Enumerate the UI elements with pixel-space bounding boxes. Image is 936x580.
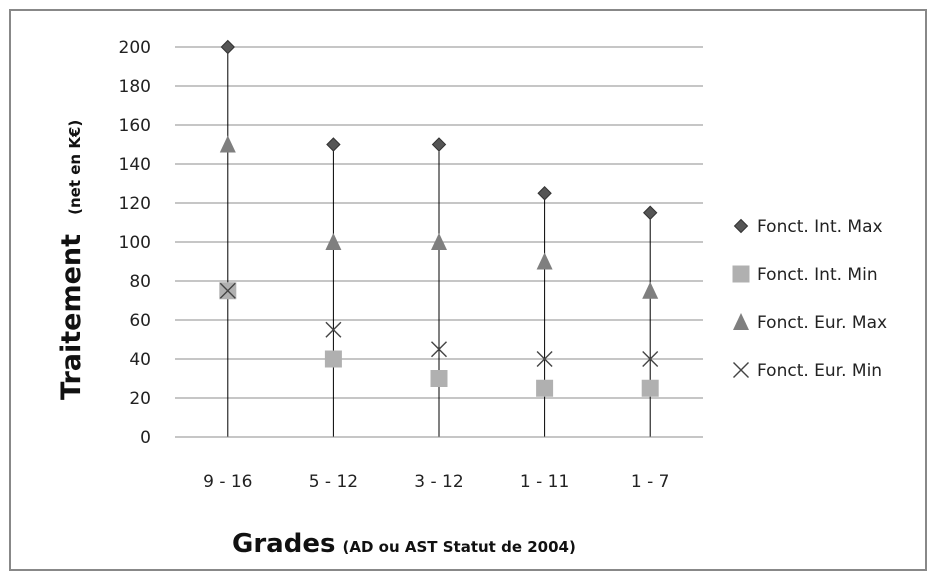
y-axis-label: Traitement (net en K€) xyxy=(56,120,87,400)
x-axis-label-main: Grades xyxy=(232,529,335,559)
data-points xyxy=(219,39,659,397)
y-tick-label: 160 xyxy=(119,116,151,136)
data-point-triangle xyxy=(536,252,553,270)
data-point-x xyxy=(431,341,447,358)
data-point-square xyxy=(536,379,554,397)
y-tick-label: 120 xyxy=(119,194,151,214)
data-point-diamond xyxy=(537,186,552,201)
grid xyxy=(175,46,703,399)
y-tick-label: 0 xyxy=(140,428,151,448)
data-point-x xyxy=(642,351,659,367)
axes: 0 20 40 60 80 100 120 140 160 180 200 9 - 16 5 - 12 3… xyxy=(119,38,703,492)
x-tick-label: 3 - 12 xyxy=(414,472,463,492)
chart-frame xyxy=(9,9,927,571)
data-point-triangle xyxy=(642,281,659,299)
data-point-square xyxy=(324,350,342,368)
y-tick-label: 180 xyxy=(119,77,151,97)
data-point-diamond xyxy=(220,39,236,55)
data-point-diamond xyxy=(642,205,658,220)
legend-label: Fonct. Eur. Min xyxy=(757,361,882,381)
data-point-x xyxy=(536,351,553,367)
data-point-diamond xyxy=(326,137,341,152)
data-point-square xyxy=(641,379,659,397)
y-tick-label: 60 xyxy=(129,311,151,331)
data-point-triangle xyxy=(325,233,342,250)
y-tick-label: 20 xyxy=(129,389,151,409)
x-axis-label: Grades (AD ou AST Statut de 2004) xyxy=(232,529,576,559)
legend-marker-x xyxy=(733,362,749,378)
y-tick-label: 40 xyxy=(129,350,151,370)
y-axis-label-unit: (net en K€) xyxy=(66,120,84,215)
legend-label: Fonct. Int. Min xyxy=(757,265,878,285)
y-tick-label: 100 xyxy=(119,233,151,253)
legend-label: Fonct. Eur. Max xyxy=(757,313,887,333)
data-point-square xyxy=(430,370,448,387)
legend-label: Fonct. Int. Max xyxy=(757,217,883,237)
x-tick-label: 9 - 16 xyxy=(203,472,252,492)
data-point-triangle xyxy=(219,135,236,153)
data-point-triangle xyxy=(431,233,447,250)
y-axis-label-main: Traitement xyxy=(56,234,87,400)
legend-marker-square xyxy=(732,265,750,283)
x-tick-label: 1 - 7 xyxy=(631,472,670,492)
legend-marker-triangle xyxy=(733,313,749,330)
y-tick-label: 140 xyxy=(119,155,151,175)
legend-marker-diamond xyxy=(733,218,749,234)
legend: Fonct. Int. Max Fonct. Int. Min Fonct. Eur… xyxy=(732,217,887,381)
data-point-x xyxy=(325,321,342,338)
data-point-diamond xyxy=(431,137,447,152)
x-axis-label-sub: (AD ou AST Statut de 2004) xyxy=(343,538,576,556)
y-tick-label: 200 xyxy=(119,38,151,58)
data-point-x xyxy=(219,282,236,299)
x-tick-label: 1 - 11 xyxy=(520,472,569,492)
y-tick-label: 80 xyxy=(129,272,151,292)
x-tick-label: 5 - 12 xyxy=(309,472,358,492)
